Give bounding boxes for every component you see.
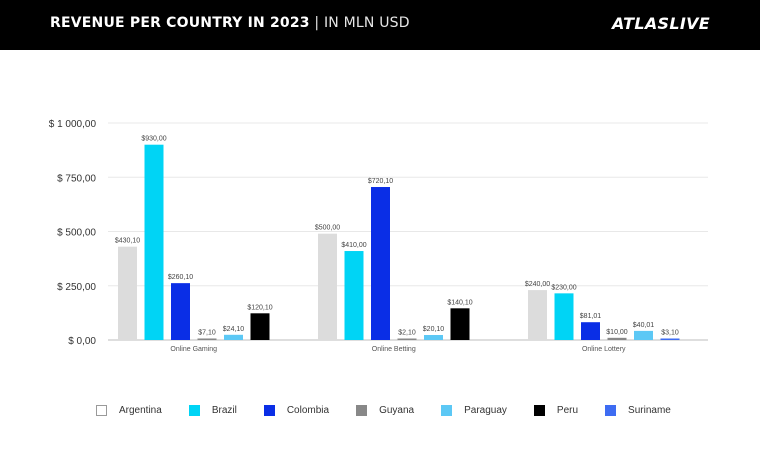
bar-brazil — [344, 251, 364, 340]
data-label: $20,10 — [423, 326, 445, 333]
bar-colombia — [371, 187, 390, 340]
data-label: $10,00 — [606, 329, 628, 336]
bar-colombia — [171, 283, 190, 340]
bar-guyana — [397, 338, 417, 340]
legend-label: Colombia — [286, 405, 330, 416]
legend-label: Suriname — [628, 405, 671, 416]
header-bar: REVENUE PER COUNTRY IN 2023 | IN MLN USD… — [0, 0, 760, 50]
chart-legend: Argentina Brazil Colombia Guyana Paraguay Per… — [96, 405, 671, 416]
legend-item-brazil: Brazil — [188, 405, 237, 416]
data-label: $260,10 — [168, 274, 193, 281]
brand-logo: ATLASLIVE — [611, 14, 710, 33]
bar-colombia — [581, 322, 600, 340]
bar-argentina — [528, 290, 547, 340]
data-label: $2,10 — [398, 330, 416, 337]
chart-title-main: REVENUE PER COUNTRY IN 2023 — [50, 15, 310, 31]
bar-suriname — [660, 338, 680, 340]
data-label: $430,10 — [115, 238, 140, 245]
bar-chart: $ 0,00 $ 250,00 $ 500,00 $ 750,00 $ 1 000,00… — [49, 119, 708, 353]
data-label: $81,01 — [580, 313, 602, 320]
data-label: $140,10 — [447, 299, 472, 306]
bar-guyana — [197, 338, 217, 340]
data-label: $3,10 — [661, 330, 679, 337]
legend-item-argentina: Argentina — [96, 405, 162, 416]
legend-swatch — [356, 405, 368, 416]
data-label: $410,00 — [341, 242, 366, 249]
legend-item-suriname: Suriname — [605, 405, 671, 416]
data-label: $120,10 — [247, 304, 272, 311]
legend-item-guyana: Guyana — [356, 405, 414, 416]
legend-item-paraguay: Paraguay — [441, 405, 507, 416]
data-label: $720,10 — [368, 178, 393, 185]
y-tick-label: $ 750,00 — [57, 173, 96, 184]
legend-swatch — [605, 405, 617, 416]
legend-label: Peru — [556, 405, 579, 416]
bar-paraguay — [634, 330, 653, 340]
x-category-label: Online Lottery — [582, 346, 626, 353]
y-tick-label: $ 0,00 — [68, 336, 96, 347]
data-label: $24,10 — [223, 326, 245, 333]
data-label: $500,00 — [315, 225, 340, 232]
x-category-label: Online Gaming — [170, 346, 217, 353]
data-label: $230,00 — [551, 284, 576, 291]
legend-label: Brazil — [211, 405, 237, 416]
data-label: $40,01 — [633, 322, 655, 329]
bar-argentina — [118, 246, 137, 340]
legend-item-peru: Peru — [533, 405, 579, 416]
bar-argentina — [318, 233, 337, 340]
data-label: $930,00 — [141, 136, 166, 143]
chart-title: REVENUE PER COUNTRY IN 2023 | IN MLN USD — [50, 15, 410, 31]
legend-label: Paraguay — [464, 405, 507, 416]
y-tick-label: $ 250,00 — [57, 282, 96, 293]
legend-label: Argentina — [119, 405, 162, 416]
bar-paraguay — [424, 335, 443, 340]
data-label: $7,10 — [198, 329, 216, 336]
data-label: $240,00 — [525, 281, 550, 288]
legend-item-colombia: Colombia — [263, 405, 330, 416]
legend-swatch — [441, 405, 453, 416]
bar-peru — [450, 308, 470, 340]
chart-title-unit: | IN MLN USD — [309, 15, 410, 31]
bar-brazil — [144, 144, 164, 340]
legend-swatch — [263, 405, 275, 416]
bar-brazil — [554, 293, 574, 340]
legend-swatch — [533, 405, 545, 416]
bar-guyana — [607, 337, 627, 340]
legend-label: Guyana — [379, 405, 415, 416]
x-category-label: Online Betting — [372, 346, 416, 353]
legend-swatch — [188, 405, 200, 416]
y-tick-label: $ 1 000,00 — [49, 119, 97, 130]
bar-peru — [250, 313, 270, 340]
bar-paraguay — [224, 334, 243, 340]
legend-swatch — [96, 405, 107, 416]
y-tick-label: $ 500,00 — [57, 228, 96, 239]
